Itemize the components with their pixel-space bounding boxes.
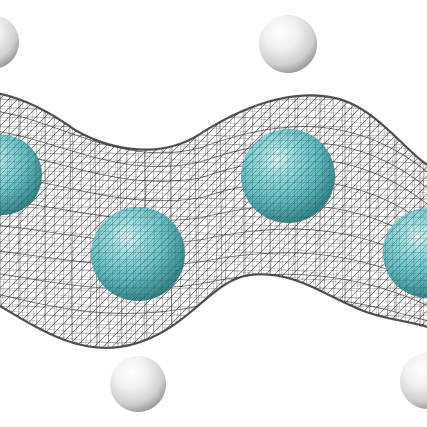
hydrogen-atom-top-left (0, 16, 19, 68)
hydrogen-atom-top-right (259, 15, 317, 73)
hydrogen-atom-bottom-left (110, 356, 166, 412)
hydrogen-atom-bottom-right (400, 353, 427, 409)
